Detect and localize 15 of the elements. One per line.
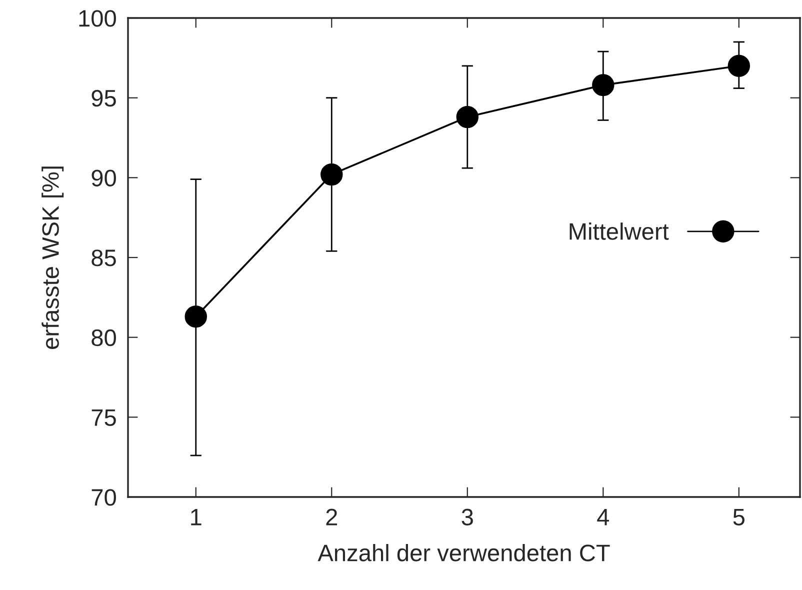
- x-tick-label: 2: [326, 508, 338, 526]
- y-tick-label: 75: [92, 409, 116, 426]
- x-axis-title: Anzahl der verwendeten CT: [318, 544, 610, 562]
- y-axis-title: erfasste WSK [%]: [42, 166, 64, 349]
- x-tick-label: 4: [597, 508, 610, 526]
- y-tick-label: 70: [92, 489, 116, 506]
- x-tick-label: 3: [462, 508, 473, 526]
- y-tick-label: 90: [92, 170, 116, 186]
- y-tick-label: 85: [92, 250, 116, 266]
- y-tick-label: 100: [79, 10, 116, 27]
- y-tick-label: 95: [92, 90, 116, 107]
- y-tick-label: 80: [92, 329, 116, 346]
- x-tick-label: 5: [733, 508, 744, 526]
- legend-label: Mittelwert: [570, 222, 669, 240]
- x-tick-label: 1: [191, 508, 202, 526]
